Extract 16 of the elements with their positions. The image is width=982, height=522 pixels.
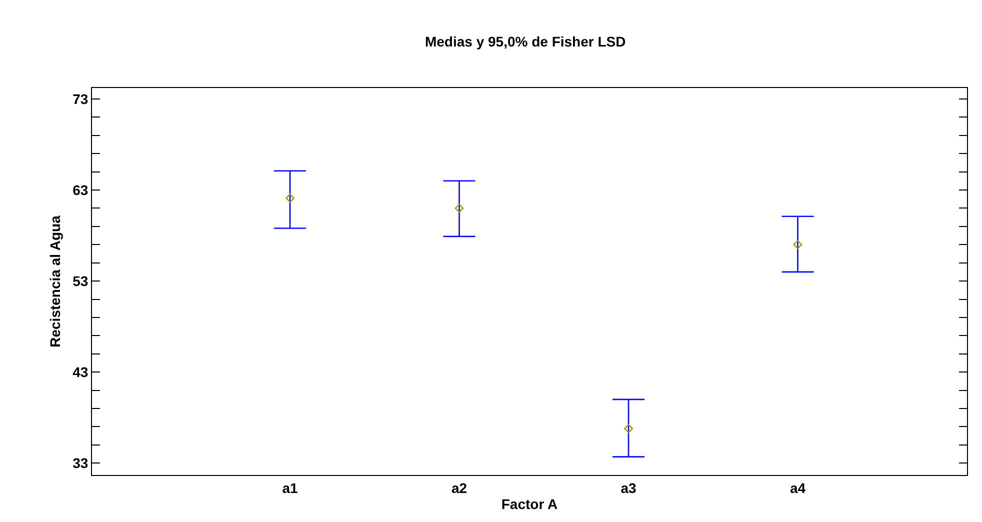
x-tick-label: a2 [451,480,468,496]
point [286,194,295,203]
y-tick-label: 33 [72,455,88,472]
y-tick-label: 43 [72,364,88,380]
y-tick-label: 73 [72,90,88,107]
x-tick-label: a4 [790,480,806,496]
y-tick-label: 63 [72,182,88,198]
x-axis-title: Factor A [501,496,558,512]
point [793,240,802,250]
y-tick-label: 53 [72,272,88,289]
x-tick-label: a1 [282,480,298,496]
chart-title: Medias y 95,0% de Fisher LSD [424,33,626,50]
x-tick-label: a3 [620,480,637,496]
point [454,204,464,213]
y-axis-title: Recistencia al Agua [47,215,64,348]
point [624,424,634,434]
